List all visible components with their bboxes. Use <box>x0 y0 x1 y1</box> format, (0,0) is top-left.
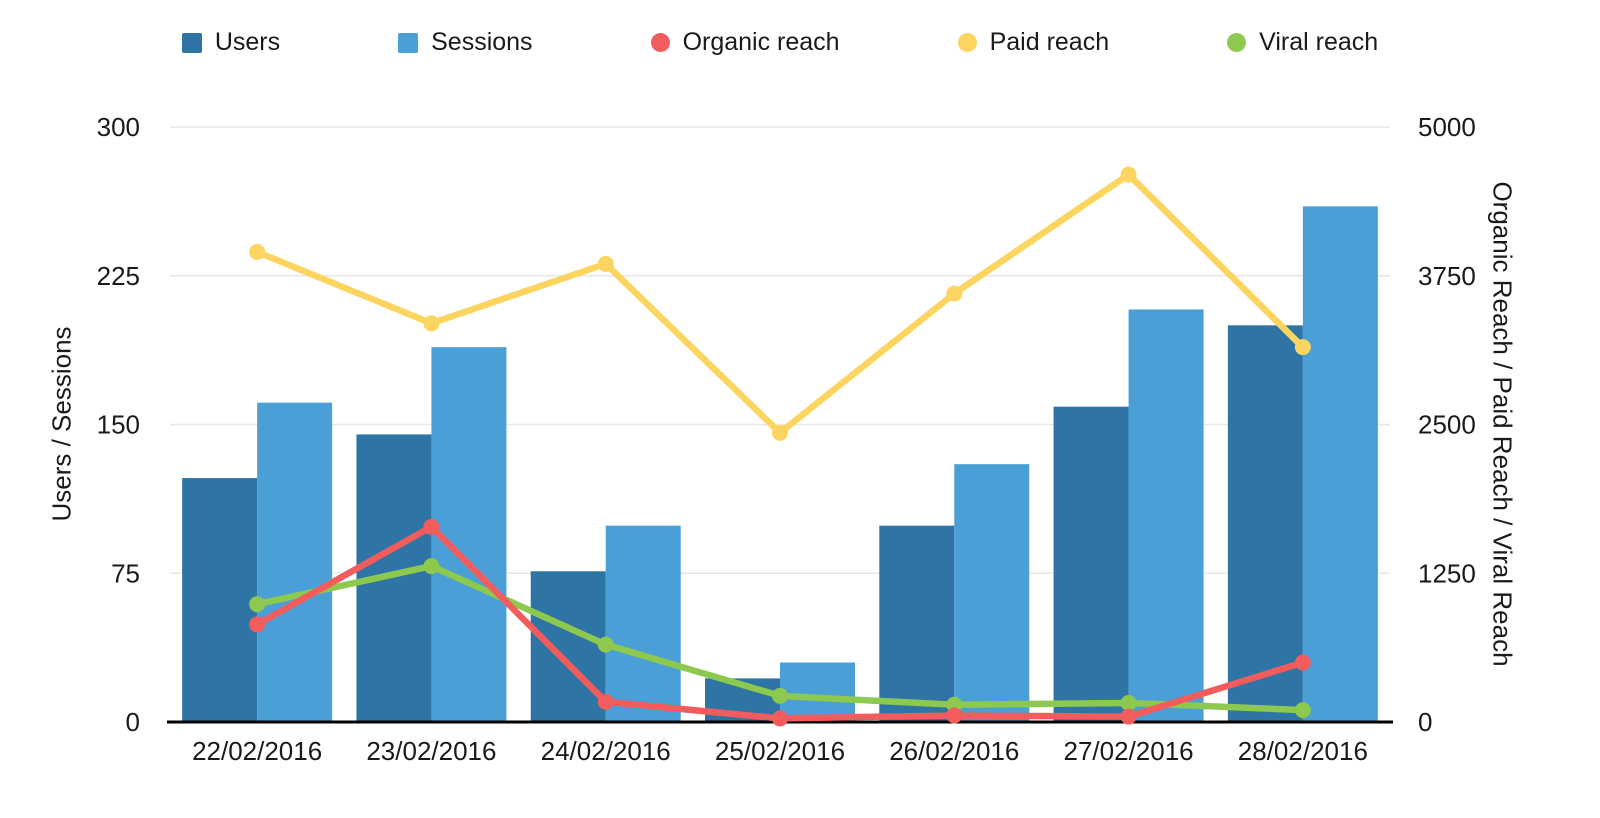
point-organic-reach-26-02-2016[interactable] <box>946 707 963 724</box>
point-paid-reach-24-02-2016[interactable] <box>597 255 614 272</box>
legend-item-viral-reach[interactable]: Viral reach <box>1227 28 1378 57</box>
bar-sessions-25-02-2016[interactable] <box>780 662 855 723</box>
point-viral-reach-22-02-2016[interactable] <box>249 596 266 613</box>
sessions-swatch-icon <box>398 32 419 53</box>
point-paid-reach-25-02-2016[interactable] <box>772 424 788 441</box>
x-axis-label: 22/02/2016 <box>192 736 322 766</box>
x-axis-label: 28/02/2016 <box>1238 736 1368 766</box>
point-paid-reach-27-02-2016[interactable] <box>1120 166 1137 183</box>
legend-item-sessions[interactable]: Sessions <box>398 28 533 57</box>
viral-reach-swatch-icon <box>1227 33 1247 52</box>
left-axis-tick-label: 75 <box>111 558 140 588</box>
point-viral-reach-24-02-2016[interactable] <box>597 636 614 653</box>
point-viral-reach-27-02-2016[interactable] <box>1120 694 1137 711</box>
right-axis-tick-label: 3750 <box>1418 261 1476 291</box>
x-axis-label: 27/02/2016 <box>1064 736 1194 766</box>
bar-sessions-23-02-2016[interactable] <box>431 347 507 722</box>
bar-users-22-02-2016[interactable] <box>182 478 258 722</box>
legend-label: Sessions <box>431 28 533 56</box>
bar-users-26-02-2016[interactable] <box>879 525 955 722</box>
legend-label: Users <box>214 28 281 56</box>
bar-users-24-02-2016[interactable] <box>530 571 606 722</box>
x-axis-label: 24/02/2016 <box>541 736 671 766</box>
left-axis-tick-label: 225 <box>97 261 140 291</box>
left-axis-tick-label: 0 <box>126 707 140 737</box>
x-axis-label: 25/02/2016 <box>715 736 845 766</box>
point-organic-reach-22-02-2016[interactable] <box>249 616 266 633</box>
left-axis-tick-label: 150 <box>97 410 140 440</box>
x-axis-label: 23/02/2016 <box>366 736 496 766</box>
point-viral-reach-23-02-2016[interactable] <box>423 558 440 575</box>
point-organic-reach-24-02-2016[interactable] <box>597 693 614 710</box>
bar-sessions-22-02-2016[interactable] <box>257 402 333 722</box>
legend: Users Sessions Organic reach Paid reach Vira… <box>0 28 1560 57</box>
point-viral-reach-25-02-2016[interactable] <box>772 687 788 704</box>
point-paid-reach-26-02-2016[interactable] <box>946 285 963 302</box>
users-swatch-icon <box>181 32 202 53</box>
bar-sessions-24-02-2016[interactable] <box>605 525 681 722</box>
left-axis-tick-label: 300 <box>97 112 140 142</box>
legend-item-users[interactable]: Users <box>181 28 281 57</box>
point-organic-reach-23-02-2016[interactable] <box>423 518 440 535</box>
point-paid-reach-28-02-2016[interactable] <box>1294 339 1311 356</box>
right-axis-tick-label: 1250 <box>1418 558 1476 588</box>
legend-item-paid-reach[interactable]: Paid reach <box>957 28 1110 57</box>
organic-reach-swatch-icon <box>650 33 670 52</box>
bar-sessions-28-02-2016[interactable] <box>1302 206 1378 723</box>
point-paid-reach-22-02-2016[interactable] <box>249 243 266 260</box>
bar-sessions-26-02-2016[interactable] <box>954 464 1030 722</box>
bar-users-28-02-2016[interactable] <box>1227 325 1303 722</box>
bar-users-27-02-2016[interactable] <box>1053 406 1129 722</box>
right-axis-tick-label: 2500 <box>1418 410 1476 440</box>
legend-label: Organic reach <box>682 28 840 56</box>
legend-label: Viral reach <box>1259 28 1379 56</box>
point-organic-reach-25-02-2016[interactable] <box>772 710 788 727</box>
point-viral-reach-28-02-2016[interactable] <box>1294 702 1311 719</box>
right-axis-tick-label: 0 <box>1418 707 1432 737</box>
bar-sessions-27-02-2016[interactable] <box>1128 309 1204 722</box>
paid-reach-swatch-icon <box>957 33 977 52</box>
x-axis-label: 26/02/2016 <box>889 736 1019 766</box>
legend-item-organic-reach[interactable]: Organic reach <box>650 28 840 57</box>
point-organic-reach-27-02-2016[interactable] <box>1120 708 1137 725</box>
legend-label: Paid reach <box>989 28 1110 56</box>
right-axis-tick-label: 5000 <box>1418 112 1476 142</box>
point-organic-reach-28-02-2016[interactable] <box>1294 654 1311 671</box>
point-paid-reach-23-02-2016[interactable] <box>423 315 440 332</box>
